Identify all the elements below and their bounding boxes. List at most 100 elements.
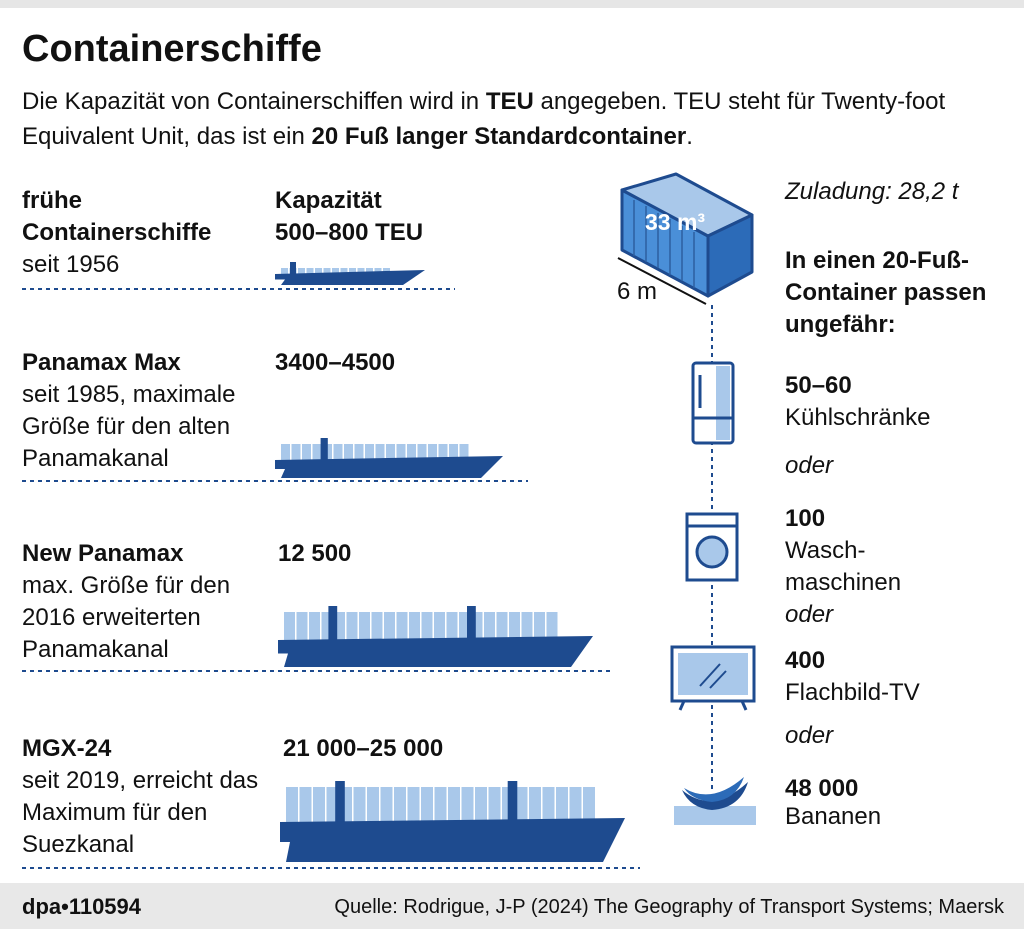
ship-container xyxy=(407,787,420,822)
ship-container xyxy=(409,612,420,640)
source: Quelle: Rodrigue, J-P (2024) The Geograp… xyxy=(334,896,1004,918)
intro: In einen 20-Fuß-Container passen ungefäh… xyxy=(785,247,987,338)
ship-container xyxy=(446,612,458,640)
ship-bridge xyxy=(507,781,518,822)
subtitle-text: . xyxy=(686,123,693,150)
item-label: Flachbild-TV xyxy=(785,679,920,706)
ship-container xyxy=(296,612,308,640)
separator: oder xyxy=(785,452,834,479)
ship-container xyxy=(421,612,433,640)
ship-capacity: 12 500 xyxy=(278,540,352,567)
separator: oder xyxy=(785,601,834,628)
ship-container xyxy=(375,444,385,460)
ship-container xyxy=(371,612,383,640)
ship-container xyxy=(315,268,322,274)
subtitle-bold: 20 Fuß langer Standardcontainer xyxy=(311,123,687,150)
ship-bridge xyxy=(320,438,328,460)
ship-description: seit 2019, erreicht das Maximum für den … xyxy=(22,767,259,858)
ship-description: max. Größe für den 2016 erweiter­ten Pan… xyxy=(22,572,231,663)
washer-icon xyxy=(685,512,739,582)
ship-container xyxy=(281,268,288,274)
ship-container xyxy=(332,268,339,274)
ship-name: New Panamax xyxy=(22,540,184,567)
ship-bridge xyxy=(335,781,345,822)
item-count: 100 xyxy=(785,505,826,532)
item-count: 50–60 xyxy=(785,372,852,399)
ship-container xyxy=(346,612,358,640)
tv-icon xyxy=(670,645,756,711)
ship-container xyxy=(542,787,555,822)
ship-container xyxy=(383,268,390,274)
ship-container xyxy=(515,787,528,822)
ship-container xyxy=(484,612,495,640)
ship-container xyxy=(340,268,348,274)
ship-container xyxy=(291,444,301,460)
ship-container xyxy=(569,787,582,822)
ship-container xyxy=(354,444,364,460)
ship-container xyxy=(299,787,312,822)
ship-container xyxy=(374,268,382,274)
ship-container xyxy=(449,444,458,460)
ship-container xyxy=(475,787,487,822)
ship-bridge xyxy=(290,262,296,274)
ship-container xyxy=(298,268,305,274)
fridge-icon xyxy=(691,361,735,445)
subtitle-text: angegeben. TEU steht für Twenty-foot Equ… xyxy=(22,88,946,150)
ship-container xyxy=(286,787,298,822)
dimension xyxy=(617,257,707,305)
ship-bridge xyxy=(328,606,338,640)
ship-capacity: 21 000–25 000 xyxy=(283,735,444,762)
ship-container xyxy=(556,787,568,822)
item-count: 400 xyxy=(785,647,826,674)
ship-container xyxy=(434,787,447,822)
ship-container xyxy=(438,444,448,460)
ship-container xyxy=(321,612,333,640)
ship-container xyxy=(488,787,501,822)
ship-hull xyxy=(275,270,425,285)
ship-container xyxy=(366,268,373,274)
ship-bridge xyxy=(467,606,476,640)
ship-container xyxy=(529,787,541,822)
ship-container xyxy=(396,444,406,460)
ship-container xyxy=(357,268,365,274)
ship-container xyxy=(448,787,460,822)
ship-container xyxy=(396,612,408,640)
ship-container xyxy=(353,787,366,822)
capacity-heading: Kapazität xyxy=(275,187,382,214)
footer: dpa•110594 Quelle: Rodrigue, J-P (2024) … xyxy=(0,883,1024,929)
ship-container xyxy=(313,787,325,822)
item-label: Wasch­maschinen xyxy=(785,537,902,596)
payload: Zuladung: 28,2 t xyxy=(785,178,959,205)
ship-container xyxy=(349,268,356,274)
ship-container xyxy=(434,612,445,640)
item-label: Bananen xyxy=(785,803,882,830)
ship-container xyxy=(417,444,427,460)
ship-container xyxy=(428,444,437,460)
container-volume: 33 m³ xyxy=(645,209,706,235)
ship-name: frühe Containerschiffe xyxy=(22,187,212,246)
ship-capacity: 500–800 TEU xyxy=(275,219,424,246)
separator: oder xyxy=(785,722,834,749)
banana-icon xyxy=(674,777,756,825)
item-label: Kühlschränke xyxy=(785,404,931,431)
ship-container xyxy=(312,444,322,460)
ship-container xyxy=(367,787,379,822)
ship-container xyxy=(534,612,545,640)
title: Containerschiffe xyxy=(22,28,322,70)
ship-container xyxy=(461,787,474,822)
ship-container xyxy=(284,612,295,640)
ship-container xyxy=(384,612,395,640)
subtitle: Die Kapazität von Containerschiffen wird… xyxy=(22,84,982,154)
ship-container xyxy=(281,444,290,460)
ship-container xyxy=(309,612,320,640)
ship-container xyxy=(386,444,395,460)
ship-container xyxy=(365,444,374,460)
ship-container xyxy=(583,787,595,822)
ship-container xyxy=(306,268,314,274)
ship-container xyxy=(546,612,558,640)
ship-capacity: 3400–4500 xyxy=(275,349,396,376)
ship-hull xyxy=(280,818,625,862)
ship-container xyxy=(334,612,345,640)
ship-description: seit 1956 xyxy=(22,251,120,278)
